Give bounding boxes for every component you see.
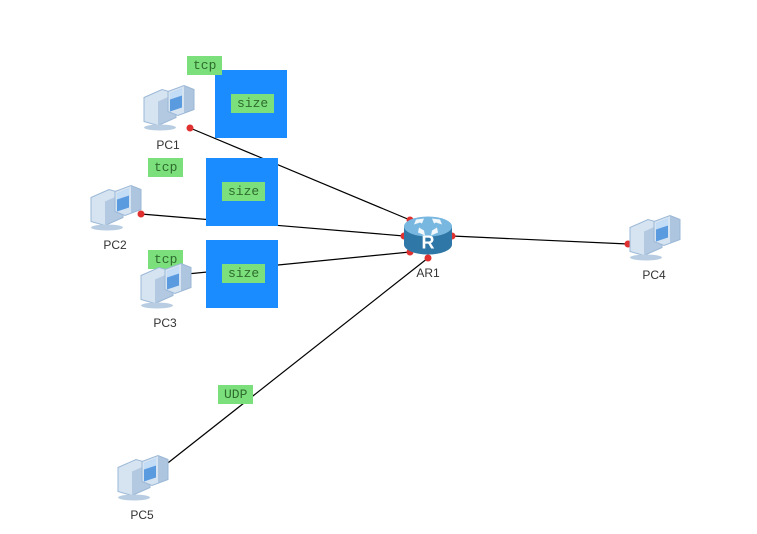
protocol-tag: tcp [148, 158, 183, 177]
pc-node[interactable] [114, 454, 170, 507]
router-icon: R [400, 209, 456, 259]
size-box-label: size [222, 182, 265, 201]
size-box-label: size [222, 264, 265, 283]
pc-icon [114, 454, 170, 502]
node-label: PC1 [156, 138, 179, 152]
pc-node[interactable] [87, 184, 143, 237]
size-box[interactable]: size [206, 240, 278, 308]
diagram-canvas: sizesizesizetcptcptcpUDP PC1 PC2 [0, 0, 757, 534]
pc-icon [626, 214, 682, 262]
node-label: PC2 [103, 238, 126, 252]
pc-icon [137, 262, 193, 310]
node-label: PC3 [153, 316, 176, 330]
pc-icon [140, 84, 196, 132]
protocol-tag: UDP [218, 385, 253, 404]
size-box[interactable]: size [206, 158, 278, 226]
pc-node[interactable] [626, 214, 682, 267]
node-label: PC4 [642, 268, 665, 282]
node-label: AR1 [416, 266, 439, 280]
router-node[interactable]: R [400, 209, 456, 264]
pc-icon [87, 184, 143, 232]
size-box-label: size [231, 94, 274, 113]
link [452, 236, 628, 244]
size-box[interactable]: size [215, 70, 287, 138]
protocol-tag: tcp [187, 56, 222, 75]
pc-node[interactable] [137, 262, 193, 315]
svg-text:R: R [422, 233, 435, 253]
link [164, 258, 428, 466]
node-label: PC5 [130, 508, 153, 522]
pc-node[interactable] [140, 84, 196, 137]
